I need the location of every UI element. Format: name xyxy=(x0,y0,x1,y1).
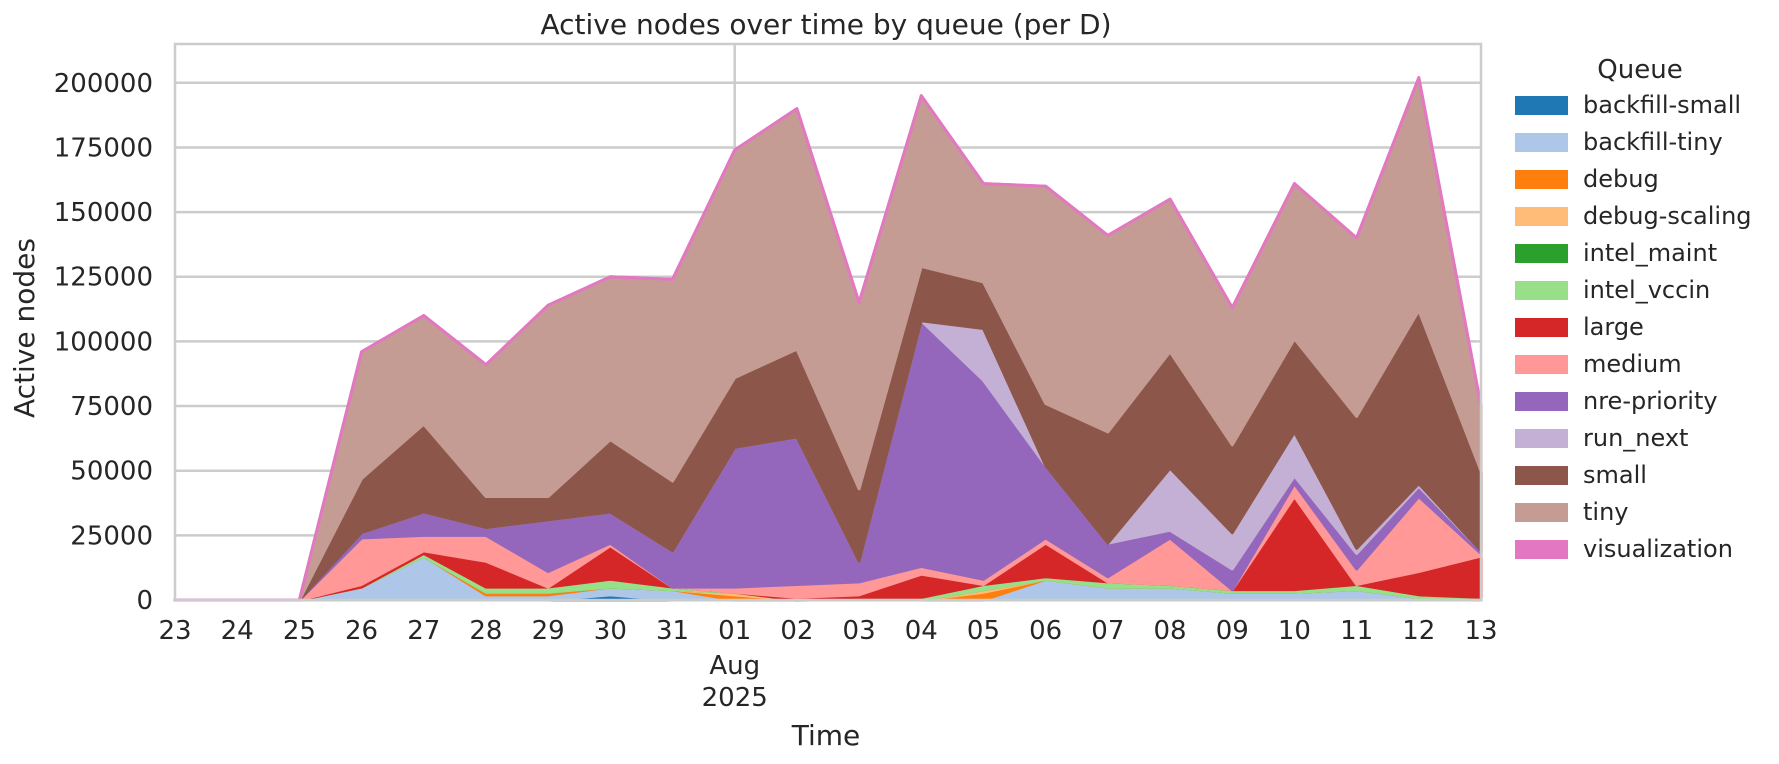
y-axis-ticks: 0 25000 50000 75000 100000 125000 150000 175000… xyxy=(54,69,153,616)
legend-label-debug: debug xyxy=(1583,165,1659,193)
legend-label-medium: medium xyxy=(1583,350,1682,378)
x-tick-label: 27 xyxy=(407,616,440,646)
x-tick-label: 29 xyxy=(532,616,565,646)
legend-label-nre-priority: nre-priority xyxy=(1583,387,1718,415)
x-tick-label: 31 xyxy=(656,616,689,646)
legend-swatch-intel_maint xyxy=(1515,244,1568,263)
chart-title: Active nodes over time by queue (per D) xyxy=(540,8,1111,41)
legend-swatch-large xyxy=(1515,318,1568,337)
y-tick-label: 125000 xyxy=(54,263,153,293)
legend-swatch-run_next xyxy=(1515,429,1568,448)
y-tick-label: 0 xyxy=(136,586,153,616)
legend-swatch-backfill-tiny xyxy=(1515,133,1568,152)
legend-swatch-nre-priority xyxy=(1515,392,1568,411)
x-tick-label: 03 xyxy=(843,616,876,646)
legend-label-backfill-tiny: backfill-tiny xyxy=(1583,128,1723,156)
x-tick-sublabel: Aug xyxy=(709,651,760,681)
x-tick-label: 04 xyxy=(905,616,938,646)
legend-label-intel_vccin: intel_vccin xyxy=(1583,276,1710,304)
plot-frame xyxy=(173,42,1483,602)
y-tick-label: 150000 xyxy=(54,198,153,228)
series-areas xyxy=(173,76,1483,602)
y-tick-label: 175000 xyxy=(54,133,153,163)
legend-swatch-intel_vccin xyxy=(1515,281,1568,300)
legend: Queue backfill-small backfill-tiny debug de… xyxy=(1515,55,1752,563)
y-tick-label: 200000 xyxy=(54,69,153,99)
x-tick-label: 25 xyxy=(283,616,316,646)
x-tick-label: 28 xyxy=(469,616,502,646)
legend-swatch-debug-scaling xyxy=(1515,207,1568,226)
legend-label-small: small xyxy=(1583,461,1647,489)
plot-border xyxy=(173,42,1483,602)
x-tick-label: 07 xyxy=(1091,616,1124,646)
y-axis-label: Active nodes xyxy=(8,238,41,418)
y-tick-label: 75000 xyxy=(70,392,153,422)
x-tick-label: 12 xyxy=(1402,616,1435,646)
legend-swatch-medium xyxy=(1515,355,1568,374)
x-tick-label: 11 xyxy=(1340,616,1373,646)
legend-label-visualization: visualization xyxy=(1583,535,1733,563)
x-tick-label: 02 xyxy=(780,616,813,646)
x-tick-label: 30 xyxy=(594,616,627,646)
legend-label-run_next: run_next xyxy=(1583,424,1688,452)
x-tick-label: 26 xyxy=(345,616,378,646)
x-tick-label: 08 xyxy=(1154,616,1187,646)
y-tick-label: 50000 xyxy=(70,457,153,487)
x-tick-label: 09 xyxy=(1216,616,1249,646)
legend-swatch-tiny xyxy=(1515,503,1568,522)
x-tick-sublabel: 2025 xyxy=(702,683,768,713)
legend-swatch-visualization xyxy=(1515,540,1568,559)
legend-label-tiny: tiny xyxy=(1583,498,1629,526)
legend-swatch-backfill-small xyxy=(1515,96,1568,115)
x-tick-label: 24 xyxy=(221,616,254,646)
legend-swatch-small xyxy=(1515,466,1568,485)
legend-label-backfill-small: backfill-small xyxy=(1583,91,1741,119)
x-tick-label: 06 xyxy=(1029,616,1062,646)
x-tick-label: 10 xyxy=(1278,616,1311,646)
x-tick-label: 05 xyxy=(967,616,1000,646)
x-tick-label: 13 xyxy=(1464,616,1497,646)
x-axis-label: Time xyxy=(791,719,861,752)
legend-label-large: large xyxy=(1583,313,1644,341)
legend-label-intel_maint: intel_maint xyxy=(1583,239,1717,267)
x-tick-label: 01 xyxy=(718,616,751,646)
y-tick-label: 25000 xyxy=(70,521,153,551)
y-tick-label: 100000 xyxy=(54,327,153,357)
x-tick-label: 23 xyxy=(158,616,191,646)
legend-title: Queue xyxy=(1597,55,1682,85)
legend-label-debug-scaling: debug-scaling xyxy=(1583,202,1752,230)
legend-swatch-debug xyxy=(1515,170,1568,189)
